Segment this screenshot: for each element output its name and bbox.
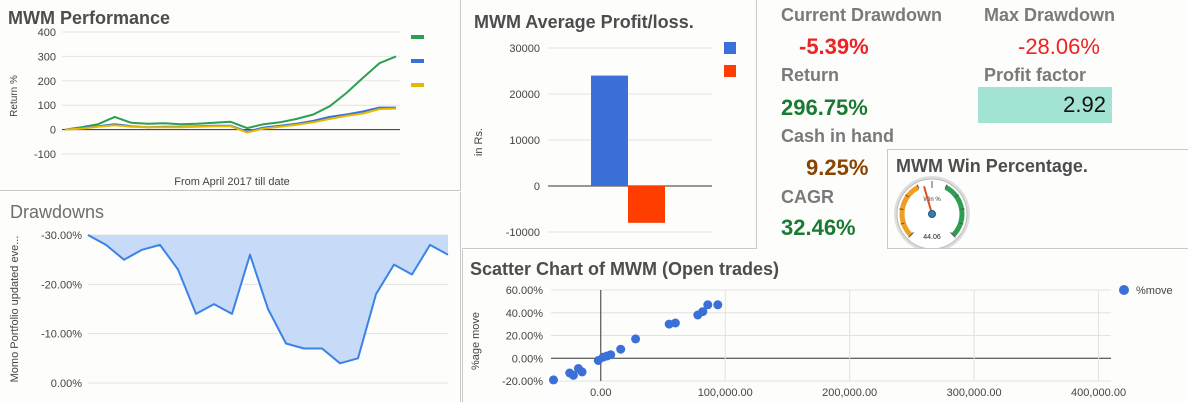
- scatter-ytick: 0.00%: [512, 353, 543, 365]
- avg-profit-ytick: 20000: [509, 89, 540, 101]
- scatter-xtick: 200,000.00: [822, 387, 877, 399]
- gauge-tick: [916, 184, 920, 189]
- performance-ytick: 200: [38, 76, 56, 88]
- avg-profit-bar: [628, 186, 665, 223]
- drawdowns-ylabel: Momo Portfolio updated eve...: [9, 236, 21, 383]
- scatter-point: [577, 367, 587, 377]
- gauge-tick: [905, 194, 909, 198]
- scatter-xtick: 100,000.00: [698, 387, 753, 399]
- performance-ytick: 300: [38, 51, 56, 63]
- performance-panel: MWM Performance 400 300 200 100 0 -100 Return…: [0, 0, 461, 191]
- cash-in-hand-label: Cash in hand: [781, 126, 895, 146]
- scatter-xtick: 400,000.00: [1071, 387, 1126, 399]
- avg-profit-title: MWM Average Profit/loss.: [474, 12, 694, 32]
- drawdowns-title: Drawdowns: [10, 202, 105, 222]
- scatter-chart: 60.00% 40.00% 20.00% 0.00% -20.00% 0.00 100,00…: [470, 285, 1173, 399]
- current-drawdown-label: Current Drawdown: [781, 5, 943, 25]
- gauge-needle: [923, 186, 933, 215]
- avg-profit-chart: 30000 20000 10000 0 -10000 in Rs.: [473, 42, 736, 239]
- gauge-tick: [950, 232, 956, 238]
- avg-profit-bar: [591, 75, 628, 186]
- scatter-point: [670, 318, 680, 328]
- max-drawdown-label: Max Drawdown: [984, 5, 1116, 25]
- performance-chart: 400 300 200 100 0 -100 Return % From April 20…: [9, 27, 424, 188]
- scatter-point: [698, 307, 708, 317]
- scatter-point: [631, 334, 641, 344]
- avg-profit-legend-marker: [724, 65, 736, 77]
- performance-series-line: [64, 107, 397, 134]
- gauge-value: 44.06: [923, 234, 941, 241]
- profit-factor-label: Profit factor: [984, 65, 1087, 85]
- scatter-legend-label: %move: [1136, 285, 1173, 297]
- drawdowns-panel: Drawdowns 0.00% -10.00% -20.00% -30.00% Mom…: [0, 192, 461, 402]
- drawdowns-ytick: -30.00%: [41, 230, 82, 242]
- avg-profit-ytick: -10000: [506, 227, 540, 239]
- drawdowns-line: [87, 234, 449, 365]
- profit-factor-box: 2.92: [978, 87, 1112, 123]
- scatter-point: [606, 350, 616, 360]
- performance-ytick: 100: [38, 100, 56, 112]
- drawdowns-chart: 0.00% -10.00% -20.00% -30.00% Momo Portfoli…: [9, 230, 449, 390]
- gauge-tick: [908, 232, 914, 238]
- performance-xlabel: From April 2017 till date: [174, 176, 290, 188]
- performance-series-line: [64, 55, 397, 131]
- avg-profit-legend-marker: [724, 42, 736, 54]
- scatter-point: [713, 300, 723, 310]
- scatter-point: [549, 375, 558, 385]
- avg-profit-ytick: 0: [534, 181, 540, 193]
- drawdowns-ytick: -20.00%: [41, 279, 82, 291]
- drawdowns-ytick: 0.00%: [51, 378, 82, 390]
- scatter-ytick: 40.00%: [506, 308, 544, 320]
- scatter-point: [703, 300, 713, 310]
- return-label: Return: [781, 65, 839, 85]
- profit-factor-value: 2.92: [1063, 92, 1106, 117]
- scatter-xtick: 0.00: [590, 387, 611, 399]
- drawdowns-area: [88, 235, 448, 364]
- gauge-tick: [960, 208, 965, 210]
- performance-title: MWM Performance: [8, 8, 171, 28]
- gauge-tick: [959, 222, 964, 225]
- performance-ylabel: Return %: [9, 75, 20, 117]
- gauge-label: Win %: [923, 197, 941, 203]
- performance-legend-marker: [411, 59, 424, 63]
- gauge-tick: [955, 194, 959, 198]
- scatter-point: [616, 344, 626, 354]
- current-drawdown-value: -5.39%: [799, 34, 869, 59]
- avg-profit-ytick: 10000: [509, 135, 540, 147]
- scatter-legend-marker: [1119, 285, 1129, 295]
- gauge-tick: [899, 208, 904, 210]
- gauge-tick: [900, 222, 905, 225]
- win-gauge: Win % 44.06: [894, 176, 970, 248]
- win-percentage-title: MWM Win Percentage.: [896, 156, 1088, 176]
- performance-legend-marker: [411, 35, 424, 39]
- scatter-panel: Scatter Chart of MWM (Open trades) 60.00…: [462, 250, 1188, 402]
- performance-ytick: 400: [38, 27, 56, 39]
- cagr-label: CAGR: [781, 187, 834, 207]
- gauge-tick: [944, 184, 948, 189]
- gauge-hub: [928, 210, 936, 218]
- performance-ytick: -100: [34, 149, 56, 161]
- return-value: 296.75%: [781, 95, 868, 120]
- avg-profit-ylabel: in Rs.: [473, 128, 485, 156]
- drawdowns-ytick: -10.00%: [41, 329, 82, 341]
- performance-ytick: 0: [50, 125, 56, 137]
- win-percentage-panel: MWM Win Percentage. Win % 44.06: [887, 149, 1188, 249]
- scatter-xtick: 300,000.00: [947, 387, 1002, 399]
- scatter-title: Scatter Chart of MWM (Open trades): [470, 259, 780, 279]
- avg-profit-panel: MWM Average Profit/loss. 30000 20000 10000…: [462, 0, 757, 249]
- scatter-ytick: 60.00%: [506, 285, 544, 297]
- scatter-point: [568, 370, 578, 380]
- scatter-ytick: 20.00%: [506, 331, 544, 343]
- cagr-value: 32.46%: [781, 215, 856, 240]
- performance-legend-marker: [411, 83, 424, 87]
- max-drawdown-value: -28.06%: [1018, 34, 1100, 59]
- performance-series-line: [64, 106, 396, 133]
- avg-profit-ytick: 30000: [509, 43, 540, 55]
- cash-in-hand-value: 9.25%: [806, 155, 869, 180]
- scatter-ytick: -20.00%: [502, 376, 543, 388]
- scatter-ylabel: %age move: [470, 312, 482, 370]
